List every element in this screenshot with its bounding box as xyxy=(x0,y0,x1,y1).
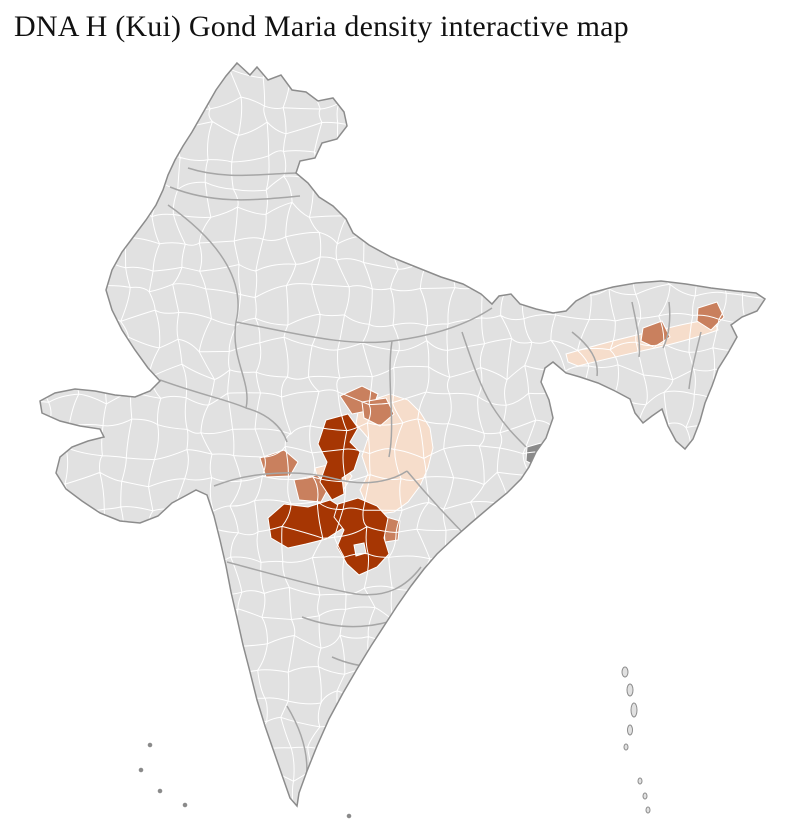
district-low-density[interactable] xyxy=(565,319,719,367)
island xyxy=(627,724,633,736)
page-title: DNA H (Kui) Gond Maria density interacti… xyxy=(14,10,629,43)
island xyxy=(630,702,638,718)
island xyxy=(621,666,629,678)
island xyxy=(346,813,352,819)
district-enclave[interactable] xyxy=(353,542,367,557)
island xyxy=(182,802,188,808)
island xyxy=(642,792,648,800)
district-high-density[interactable] xyxy=(317,413,361,501)
island xyxy=(147,742,153,748)
district-mid-density[interactable] xyxy=(696,301,725,331)
island xyxy=(157,788,163,794)
island xyxy=(637,777,643,785)
island xyxy=(623,743,629,751)
islands xyxy=(138,666,651,819)
island xyxy=(626,683,634,697)
island xyxy=(645,806,651,814)
island xyxy=(138,767,144,773)
